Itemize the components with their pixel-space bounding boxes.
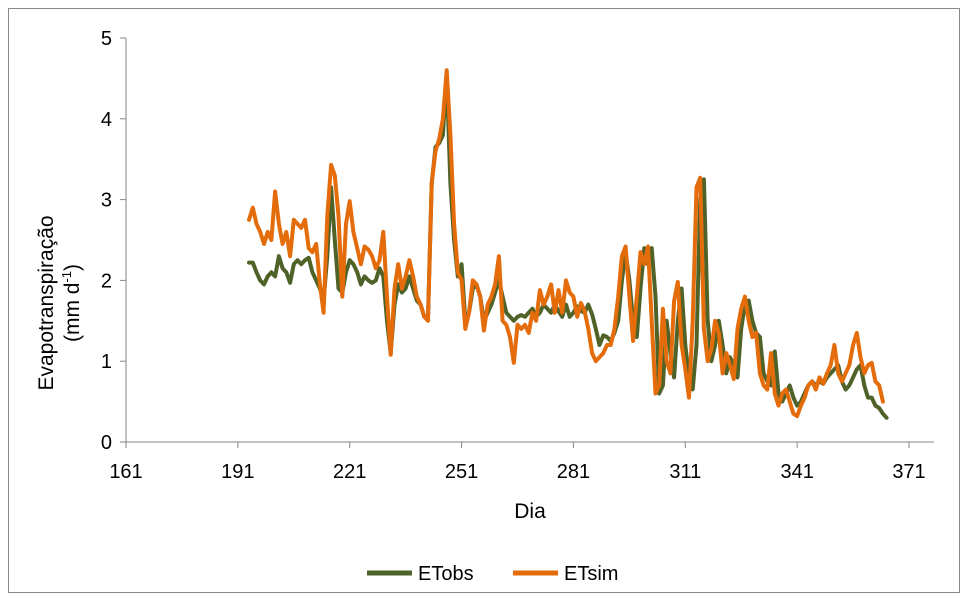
x-tick-label: 251	[445, 461, 478, 483]
y-axis-unit-main: (mm d	[61, 283, 84, 343]
y-ticks: 0 1 2 3 4 5	[101, 28, 126, 454]
y-tick-label: 0	[101, 432, 112, 454]
x-ticks: 161 191 221 251 281 311 341 371	[109, 442, 926, 483]
x-tick-label: 281	[557, 461, 590, 483]
x-tick-label: 161	[109, 461, 142, 483]
y-axis-title-line1: Evapotranspiração	[35, 215, 58, 390]
y-axis-unit-sup: -1	[59, 271, 74, 283]
chart-frame	[8, 8, 960, 593]
x-tick-label: 341	[780, 461, 813, 483]
y-tick-label: 5	[101, 28, 112, 50]
x-tick-label: 221	[333, 461, 366, 483]
series-layer	[247, 68, 889, 420]
y-tick-label: 4	[101, 109, 112, 131]
legend-label-etsim: ETsim	[564, 563, 618, 585]
legend: ETobs ETsim	[367, 563, 618, 585]
legend-label-etobs: ETobs	[418, 563, 474, 585]
series-line-etsim	[247, 68, 885, 419]
y-tick-label: 3	[101, 190, 112, 212]
x-axis-title: Dia	[514, 500, 546, 523]
x-tick-label: 371	[892, 461, 925, 483]
y-tick-label: 2	[101, 270, 112, 292]
x-tick-label: 311	[669, 461, 701, 483]
y-axis-unit-end: )	[61, 264, 84, 271]
y-tick-label: 1	[101, 351, 112, 373]
axes: 0 1 2 3 4 5 161 191 221 251 281 311 341 371	[101, 28, 934, 483]
x-tick-label: 191	[221, 461, 254, 483]
y-axis-title-line2: (mm d-1)	[59, 264, 84, 342]
